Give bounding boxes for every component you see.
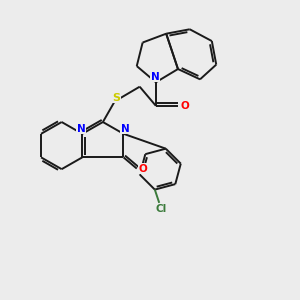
Text: S: S: [112, 93, 120, 103]
Text: O: O: [139, 164, 148, 173]
Text: N: N: [121, 124, 129, 134]
Text: O: O: [180, 101, 189, 111]
Text: N: N: [77, 124, 86, 134]
Text: Cl: Cl: [155, 204, 166, 214]
Text: N: N: [151, 72, 159, 82]
